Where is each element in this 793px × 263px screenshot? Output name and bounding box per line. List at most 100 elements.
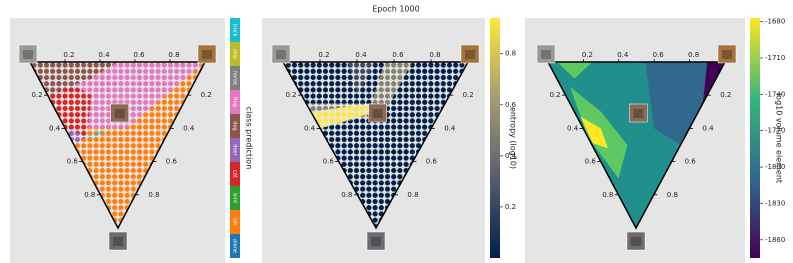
colorbar-tick-label: 0.6 <box>505 101 517 109</box>
region <box>580 116 608 149</box>
tick-label: 0.8 <box>407 191 418 199</box>
colorbar-tick-label: -1860 <box>765 236 785 244</box>
colorbar-category: ship <box>232 49 238 59</box>
colorbar-tick-label: 0.4 <box>505 152 517 160</box>
region <box>347 62 376 96</box>
colorbar-category: deer <box>232 144 238 156</box>
thumbnail-detail <box>722 50 732 59</box>
tick-label: 0.8 <box>341 191 352 199</box>
tick-label: 0.8 <box>168 51 179 59</box>
colorbar-category: car <box>232 218 238 227</box>
colorbar-tick-label: 0.2 <box>505 203 516 211</box>
tick-label: 0.4 <box>304 124 316 132</box>
tick-label: 0.8 <box>148 191 159 199</box>
colorbar <box>750 18 760 258</box>
thumbnail <box>108 231 128 251</box>
dot-field <box>30 62 205 228</box>
colorbar-label: class prediction <box>245 107 254 170</box>
dot-field <box>283 62 468 228</box>
colorbar-segment <box>230 186 240 210</box>
colorbar-tick-label: -1830 <box>765 199 785 207</box>
field <box>283 62 468 228</box>
colorbar-segment <box>230 90 240 114</box>
colorbar-segment <box>230 138 240 162</box>
colorbar-label: log10 volume element <box>775 93 784 183</box>
colorbar-segment <box>230 18 240 42</box>
thumbnail-detail <box>631 237 641 246</box>
colorbar-tick-label: -1710 <box>765 54 785 62</box>
tick-label: 0.6 <box>585 158 597 166</box>
tick-label: 0.6 <box>166 158 178 166</box>
tick-label: 0.8 <box>667 191 678 199</box>
tick-label: 0.2 <box>720 91 731 99</box>
colorbar-tick-label: -1740 <box>765 90 785 98</box>
region <box>310 103 376 129</box>
tick-label: 0.4 <box>617 51 629 59</box>
colorbar-tick-label: 0.8 <box>505 50 516 58</box>
thumbnail <box>366 231 386 251</box>
thumbnail-detail <box>23 50 33 59</box>
colorbar-tick-label: -1680 <box>765 18 785 26</box>
tick-label: 0.8 <box>84 191 95 199</box>
colorbar-category: frog <box>232 97 238 107</box>
tick-label: 0.6 <box>392 51 404 59</box>
region <box>30 62 118 96</box>
tick-label: 0.6 <box>67 158 79 166</box>
thumbnail-detail <box>541 50 551 59</box>
thumbnail <box>626 231 646 251</box>
thumbnail <box>629 103 648 123</box>
thumbnail <box>717 44 737 64</box>
colorbar-segment <box>230 162 240 186</box>
region <box>87 128 109 139</box>
thumbnail <box>271 44 291 64</box>
tick-label: 0.8 <box>602 191 613 199</box>
tick-label: 0.2 <box>582 51 593 59</box>
tick-label: 0.4 <box>183 124 195 132</box>
triangle-frame <box>546 61 727 230</box>
colorbar-label: entropy (log10) <box>509 107 518 169</box>
colorbar-segment <box>230 42 240 66</box>
colorbar-segment <box>230 234 240 258</box>
thumbnail <box>460 44 480 64</box>
tick-label: 0.6 <box>133 51 145 59</box>
region <box>65 128 88 145</box>
figure-title: Epoch 1000 <box>372 5 419 14</box>
tick-label: 0.6 <box>426 158 438 166</box>
colorbar-segment <box>230 66 240 90</box>
tick-label: 0.2 <box>201 91 212 99</box>
tick-label: 0.2 <box>549 91 560 99</box>
tick-label: 0.2 <box>463 91 474 99</box>
colorbar-tick-label: -1800 <box>765 163 785 171</box>
colorbar-tick-label: -1770 <box>765 127 785 135</box>
tick-label: 0.2 <box>63 51 74 59</box>
triangle-frame <box>28 61 207 230</box>
field <box>548 62 725 228</box>
region <box>556 62 593 79</box>
thumbnail <box>110 103 129 123</box>
tick-label: 0.4 <box>444 124 456 132</box>
colorbar-category: plane <box>232 239 238 253</box>
thumbnail-detail <box>465 50 475 59</box>
tick-label: 0.6 <box>653 51 665 59</box>
colorbar-category: bird <box>232 193 238 203</box>
thumbnail <box>536 44 556 64</box>
triangle-frame <box>281 61 470 230</box>
tick-label: 0.2 <box>285 91 296 99</box>
tick-label: 0.8 <box>688 51 699 59</box>
tick-label: 0.8 <box>429 51 440 59</box>
field <box>30 62 205 228</box>
tick-label: 0.6 <box>323 158 335 166</box>
colorbar <box>490 18 500 258</box>
thumbnail-detail <box>633 109 644 118</box>
tick-label: 0.4 <box>702 124 714 132</box>
thumbnail-detail <box>114 109 125 118</box>
tick-label: 0.6 <box>685 158 697 166</box>
colorbar-category: cat <box>232 170 238 178</box>
colorbar-segment <box>230 210 240 234</box>
thumbnail-detail <box>202 50 212 59</box>
tick-label: 0.4 <box>355 51 367 59</box>
tick-label: 0.2 <box>31 91 42 99</box>
tick-label: 0.4 <box>98 51 110 59</box>
thumbnail <box>368 103 387 123</box>
